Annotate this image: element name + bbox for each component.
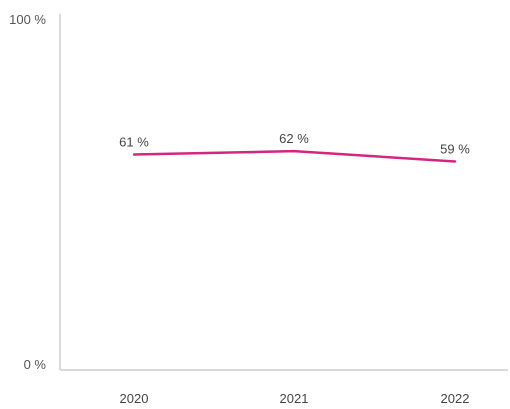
series-line [133, 149, 456, 163]
y-tick-label-max: 100 % [9, 12, 46, 27]
data-label: 59 % [440, 141, 470, 156]
data-point [453, 160, 457, 163]
x-tick-labels: 2020 2021 2022 [120, 391, 470, 406]
x-tick-label: 2021 [280, 391, 309, 406]
x-tick-label: 2022 [441, 391, 470, 406]
data-label: 62 % [279, 131, 309, 146]
data-point [292, 149, 296, 153]
series-layer: 61 % 62 % 59 % [119, 131, 470, 163]
data-label: 61 % [119, 135, 149, 150]
x-tick-label: 2020 [120, 391, 149, 406]
data-point [132, 153, 136, 156]
y-tick-label-min: 0 % [24, 357, 47, 372]
